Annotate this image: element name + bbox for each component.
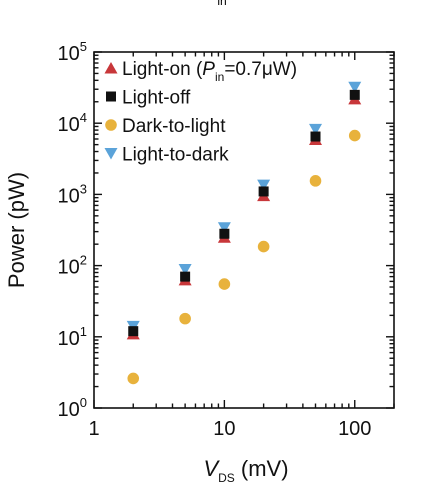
- data-point-light-to-dark: [257, 179, 271, 192]
- legend-label-light-to-dark: Light-to-dark: [122, 145, 229, 166]
- data-point-light-off: [349, 89, 360, 100]
- data-point-dark-to-light: [127, 372, 140, 385]
- y-tick-label: 101: [58, 324, 87, 350]
- data-point-dark-to-light: [218, 278, 231, 290]
- data-point-light-off: [219, 228, 230, 239]
- data-point-dark-to-light: [309, 175, 322, 187]
- data-point-light-to-dark: [217, 222, 231, 234]
- data-point-light-to-dark: [348, 81, 362, 94]
- y-tick-label: 105: [58, 39, 87, 65]
- data-point-light-off: [310, 131, 321, 142]
- y-axis-title: Power (pW): [4, 172, 29, 288]
- legend-label-light-on: Light-on (Pin=0.7μW): [122, 59, 297, 84]
- data-points: [126, 81, 362, 385]
- x-tick-label: 1: [88, 418, 99, 440]
- data-point-dark-to-light: [179, 312, 191, 325]
- data-point-dark-to-light: [348, 129, 361, 142]
- axis-ticks: 1 10 100 100 101 102 103 104 105: [58, 39, 395, 440]
- data-point-dark-to-light: [257, 240, 270, 253]
- y-tick-label: 102: [58, 253, 87, 279]
- legend: Light-on (Pin=0.7μW) Light-off Dark-to-lig…: [104, 59, 297, 166]
- data-point-light-to-dark: [178, 264, 192, 276]
- legend-marker-light-off: [106, 91, 116, 102]
- data-point-light-to-dark: [309, 123, 323, 136]
- axis-titles: Power (pW) VDS (mV) in: [4, 0, 289, 485]
- x-tick-label: 100: [338, 418, 371, 440]
- legend-label-light-off: Light-off: [122, 88, 191, 109]
- legend-marker-light-on: [104, 62, 118, 74]
- plot-frame: [93, 51, 395, 409]
- x-axis-title: VDS (mV): [203, 456, 288, 485]
- data-point-light-off: [258, 186, 269, 197]
- data-point-light-off: [128, 326, 139, 337]
- legend-marker-dark-to-light: [105, 119, 117, 131]
- y-tick-label: 104: [58, 110, 87, 136]
- y-tick-label: 100: [58, 395, 87, 421]
- y-tick-label: 103: [58, 181, 87, 207]
- cropped-title-fragment: in: [217, 0, 226, 8]
- data-point-light-off: [180, 271, 191, 282]
- legend-label-dark-to-light: Dark-to-light: [122, 116, 226, 137]
- x-tick-label: 10: [213, 418, 235, 440]
- plot-area: [93, 51, 395, 409]
- legend-marker-light-to-dark: [104, 148, 118, 160]
